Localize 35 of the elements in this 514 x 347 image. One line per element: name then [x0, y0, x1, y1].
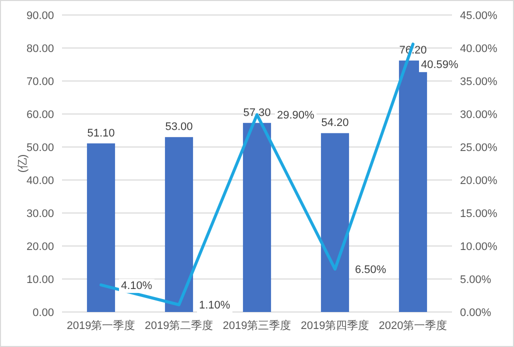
x-tick-label: 2019第一季度	[66, 319, 136, 332]
y2-tick-label: 20.00%	[460, 175, 498, 187]
data-label: 6.50%	[355, 264, 386, 276]
data-label: 40.59%	[421, 59, 459, 72]
x-tick-label: 2019第三季度	[222, 319, 292, 332]
y-tick-label: 90.00	[26, 10, 54, 22]
x-tick-label: 2019第二季度	[144, 319, 214, 332]
data-label: 1.10%	[199, 300, 230, 312]
y2-tick-label: 0.00%	[460, 307, 492, 319]
y-tick-label: 60.00	[26, 109, 54, 121]
y2-tick-label: 30.00%	[460, 109, 498, 121]
y-tick-label: 70.00	[26, 76, 54, 88]
x-tick-label: 2020第一季度	[378, 319, 448, 332]
data-label: 53.00	[165, 121, 193, 134]
data-label: 29.90%	[277, 110, 315, 122]
data-label: 54.20	[321, 117, 349, 130]
y2-tick-label: 10.00%	[460, 241, 498, 253]
y2-tick-label: 15.00%	[460, 208, 498, 220]
y-tick-label: 50.00	[26, 142, 54, 154]
y-tick-label: 0.00	[32, 307, 54, 319]
y-axis-title: (亿)	[17, 154, 29, 173]
y-tick-label: 10.00	[26, 274, 54, 286]
y-tick-label: 80.00	[26, 43, 54, 55]
y-tick-label: 40.00	[26, 175, 54, 187]
y2-tick-label: 25.00%	[460, 142, 498, 154]
data-label: 51.10	[87, 127, 115, 140]
y-tick-label: 30.00	[26, 208, 54, 220]
y2-tick-label: 5.00%	[460, 274, 492, 286]
y2-tick-label: 35.00%	[460, 76, 498, 88]
y2-tick-label: 40.00%	[460, 43, 498, 55]
data-label: 4.10%	[121, 280, 152, 292]
y2-tick-label: 45.00%	[460, 10, 498, 22]
y-tick-label: 20.00	[26, 241, 54, 253]
x-tick-label: 2019第四季度	[300, 319, 370, 332]
data-label: 57.30	[243, 106, 271, 119]
